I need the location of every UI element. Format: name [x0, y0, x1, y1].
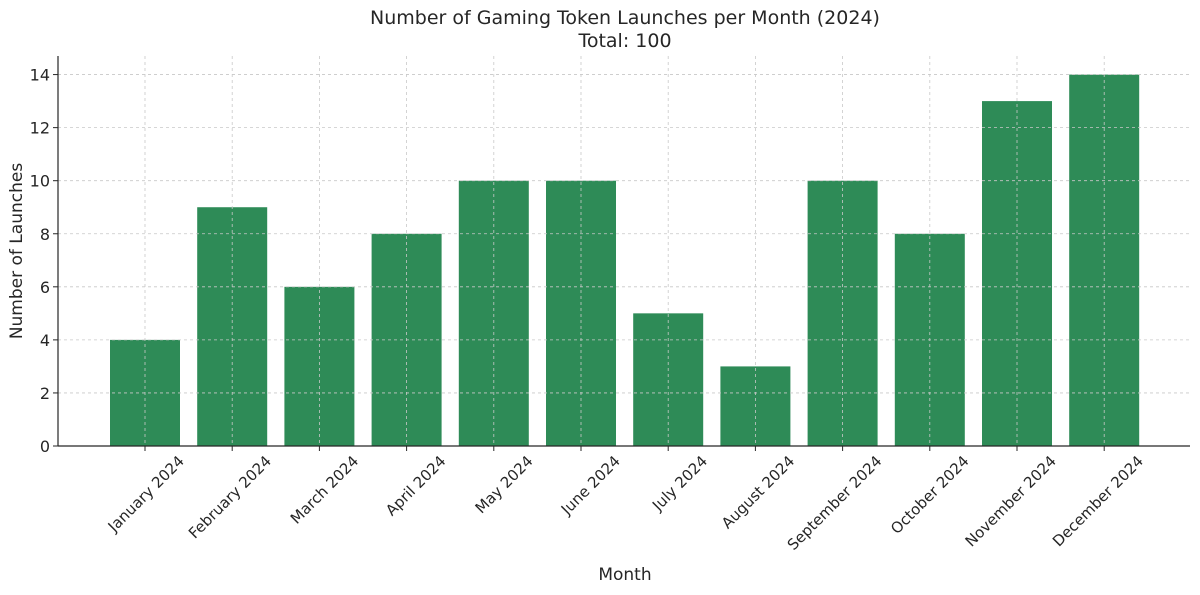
y-axis-label: Number of Launches: [7, 162, 27, 340]
x-tick-label-5: May 2024: [472, 452, 537, 517]
x-tick-label-3: March 2024: [287, 452, 362, 527]
y-tick-label-6: 12: [30, 119, 50, 138]
x-tick-label-10: October 2024: [887, 452, 973, 538]
chart-subtitle: Total: 100: [578, 30, 672, 52]
y-tick-label-4: 8: [40, 225, 50, 244]
x-tick-label-1: January 2024: [104, 452, 188, 536]
x-tick-label-4: April 2024: [382, 452, 449, 519]
y-tick-label-5: 10: [30, 172, 50, 191]
y-tick-label-1: 2: [40, 384, 50, 403]
x-axis-label: Month: [598, 565, 652, 585]
bar-3: [284, 286, 355, 446]
x-tick-label-11: November 2024: [962, 452, 1060, 550]
x-tick-label-8: August 2024: [718, 452, 798, 532]
x-tick-label-2: February 2024: [185, 452, 275, 542]
y-tick-label-0: 0: [40, 437, 50, 456]
x-tick-label-9: September 2024: [784, 452, 886, 554]
x-tick-label-6: June 2024: [557, 452, 624, 519]
chart-title: Number of Gaming Token Launches per Mont…: [370, 7, 880, 29]
y-tick-label-7: 14: [30, 66, 50, 85]
y-tick-label-2: 4: [40, 331, 50, 350]
x-tick-label-7: July 2024: [648, 452, 711, 515]
y-tick-label-3: 6: [40, 278, 50, 297]
x-tick-label-12: December 2024: [1049, 452, 1147, 550]
